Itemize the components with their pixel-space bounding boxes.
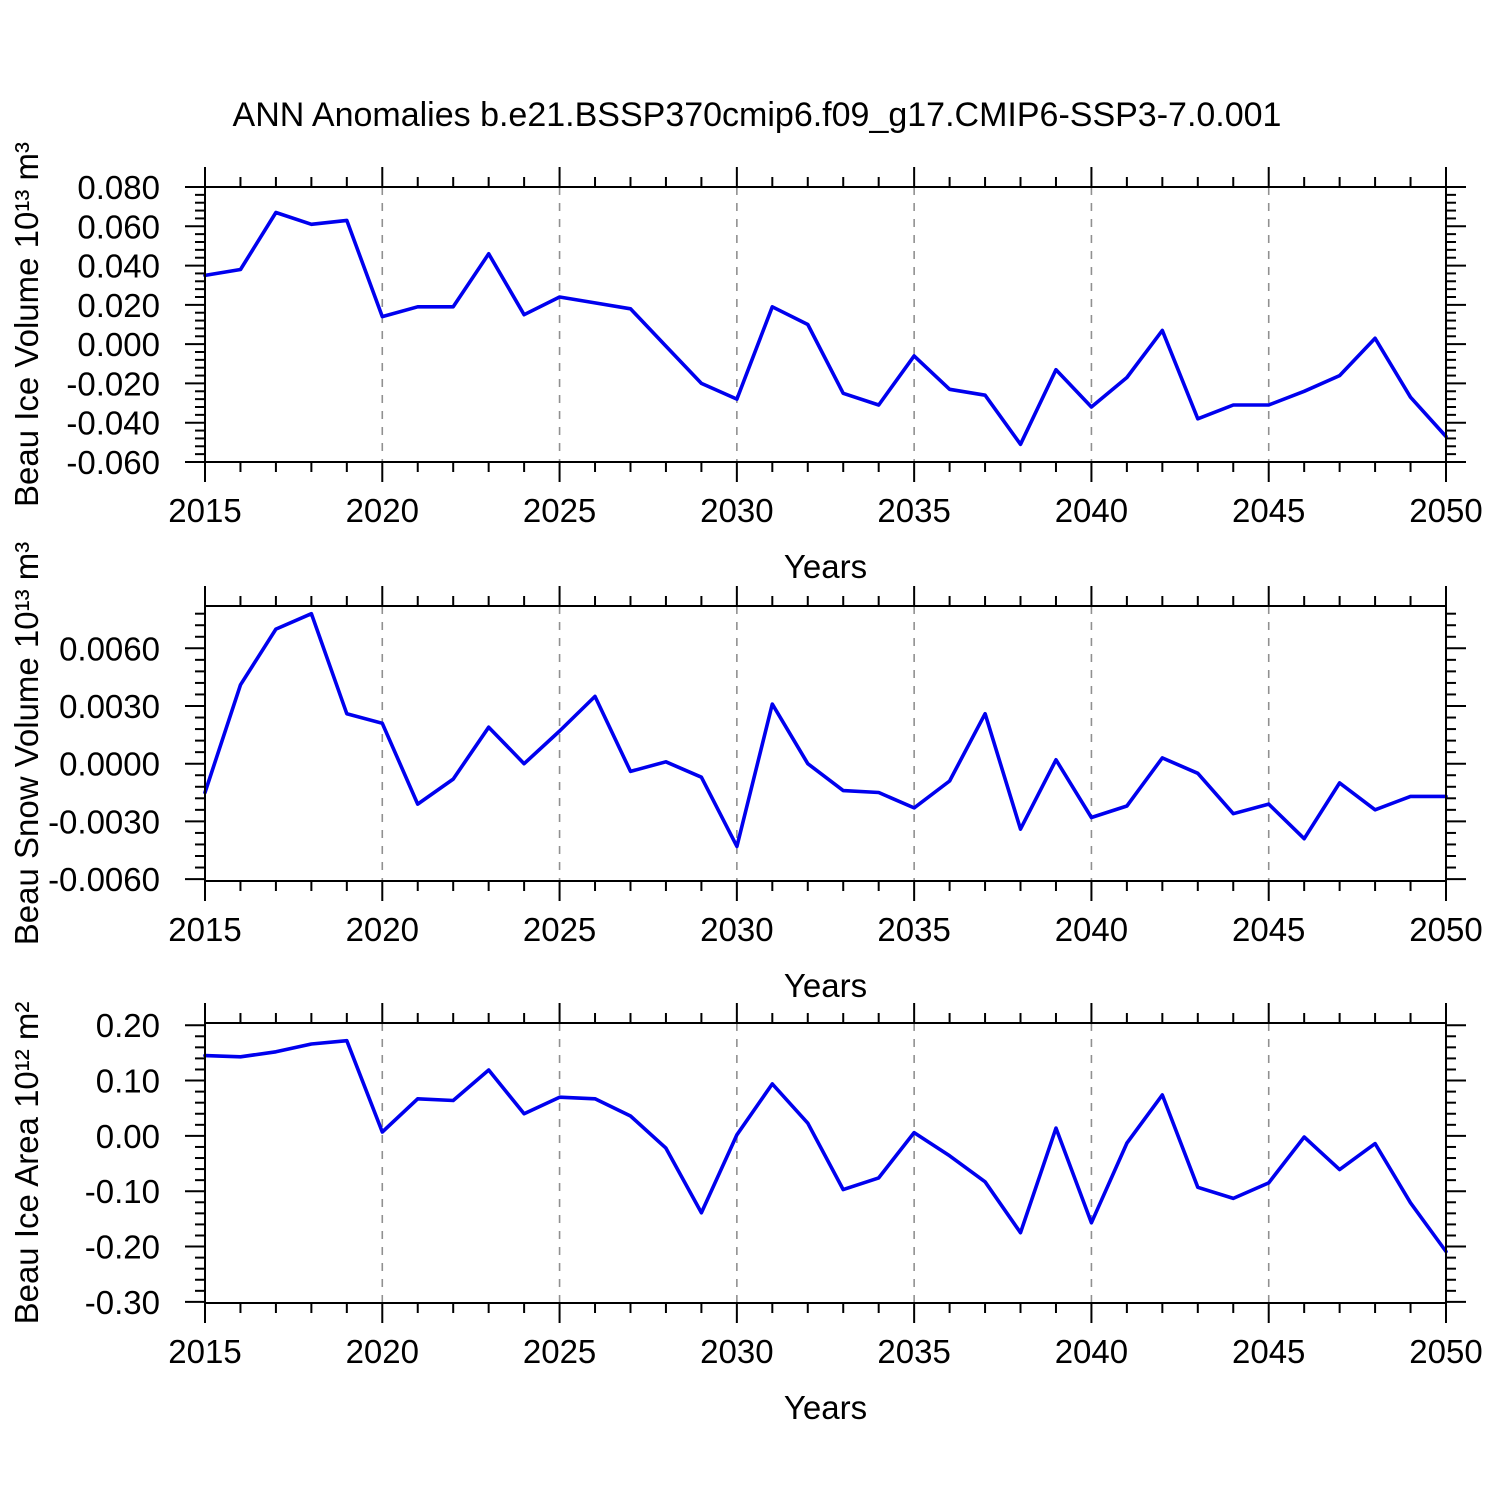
series-line [203,1038,1448,1254]
y-tick-label: 0.0030 [59,688,160,725]
x-axis-label: Years [784,1389,867,1426]
y-tick-label: -0.20 [85,1229,160,1266]
y-tick-label: -0.040 [66,405,160,442]
x-tick-label: 2030 [700,492,773,529]
x-tick-label: 2035 [877,492,950,529]
x-tick-label: 2020 [346,911,419,948]
y-tick-label: 0.0000 [59,746,160,783]
x-tick-label: 2045 [1232,911,1305,948]
y-tick-label: -0.0060 [48,861,160,898]
x-tick-label: 2050 [1409,911,1482,948]
y-axis-label: Beau Ice Volume 10¹³ m³ [8,142,45,507]
panel-1: 0.0800.0600.0400.0200.000-0.020-0.040-0.… [8,142,1483,585]
x-tick-label: 2025 [523,1333,596,1370]
x-tick-label: 2025 [523,911,596,948]
x-tick-label: 2030 [700,911,773,948]
y-tick-label: 0.060 [77,208,160,245]
y-tick-label: 0.0060 [59,630,160,667]
x-tick-label: 2035 [877,911,950,948]
x-tick-label: 2020 [346,1333,419,1370]
y-tick-label: -0.060 [66,444,160,481]
y-tick-label: 0.00 [96,1118,160,1155]
y-tick-label: 0.000 [77,326,160,363]
y-tick-label: 0.10 [96,1063,160,1100]
y-tick-label: -0.30 [85,1284,160,1321]
x-tick-label: 2015 [168,1333,241,1370]
series-line [203,611,1448,849]
x-tick-label: 2040 [1055,1333,1128,1370]
y-tick-label: 0.020 [77,287,160,324]
y-tick-label: 0.20 [96,1007,160,1044]
x-tick-label: 2045 [1232,492,1305,529]
y-tick-label: -0.0030 [48,803,160,840]
plot-box [204,1022,1447,1304]
plot-box [204,186,1447,463]
x-tick-label: 2030 [700,1333,773,1370]
x-tick-label: 2020 [346,492,419,529]
x-tick-label: 2035 [877,1333,950,1370]
y-tick-label: -0.10 [85,1173,160,1210]
series-line [203,210,1448,447]
x-tick-label: 2050 [1409,492,1482,529]
x-tick-label: 2015 [168,911,241,948]
x-tick-label: 2025 [523,492,596,529]
x-axis-label: Years [784,967,867,1004]
y-axis-label: Beau Ice Area 10¹² m² [8,1002,45,1325]
y-tick-label: 0.040 [77,248,160,285]
x-axis-label: Years [784,548,867,585]
plot-box [204,605,1447,882]
x-tick-label: 2050 [1409,1333,1482,1370]
y-axis-label: Beau Snow Volume 10¹³ m³ [8,542,45,946]
x-tick-label: 2045 [1232,1333,1305,1370]
chart-title: ANN Anomalies b.e21.BSSP370cmip6.f09_g17… [232,96,1282,134]
x-tick-label: 2040 [1055,911,1128,948]
x-tick-label: 2015 [168,492,241,529]
y-tick-label: 0.080 [77,169,160,206]
x-tick-label: 2040 [1055,492,1128,529]
y-tick-label: -0.020 [66,365,160,402]
